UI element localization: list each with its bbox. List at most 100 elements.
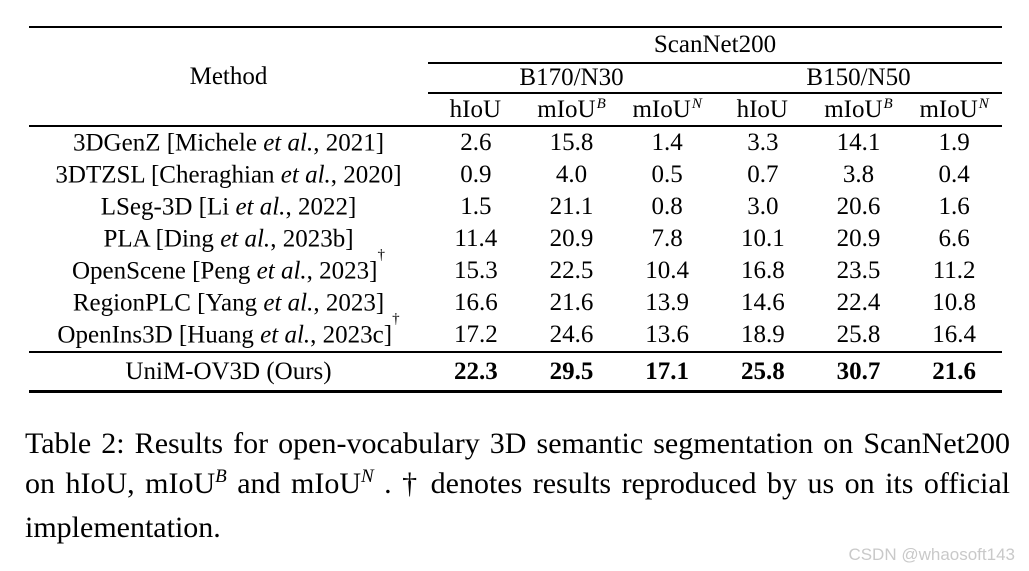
method-name: 3DGenZ [Michele <box>72 129 264 157</box>
etal-text: et al. <box>235 193 286 221</box>
metric-header-miou-novel-1: mIoUN <box>619 93 715 127</box>
metric-header-miou-novel-2: mIoUN <box>906 93 1002 127</box>
caption-superscript-b: B <box>215 466 227 487</box>
value-cell: 14.1 <box>836 129 881 156</box>
value-cell: 13.6 <box>645 321 690 348</box>
value-cell: 1.5 <box>460 193 492 220</box>
value-cell: 16.8 <box>740 257 785 284</box>
metric-superscript: B <box>883 95 893 112</box>
metric-label: hIoU <box>449 95 502 123</box>
method-cell: OpenScene [Peng et al., 2023]† <box>29 247 428 287</box>
citation-year: , 2023] <box>313 289 385 317</box>
method-name: OpenScene [Peng <box>72 257 257 285</box>
metric-label: hIoU <box>736 95 788 123</box>
metric-header-miou-base-1: mIoUB <box>523 93 620 127</box>
value-cell: 0.8 <box>651 193 683 220</box>
value-cell: 0.4 <box>938 161 970 188</box>
method-cell: PLA [Ding et al., 2023b] <box>29 223 428 255</box>
metric-header-hiou-2: hIoU <box>714 93 811 127</box>
value-cell: 30.7 <box>810 351 907 392</box>
value-cell: 20.6 <box>836 193 881 220</box>
table-row-regionplc: RegionPLC [Yang et al., 2023] 16.6 21.6 … <box>29 287 1002 319</box>
value-cell: 16.4 <box>932 321 977 348</box>
etal-text: et al. <box>280 161 331 189</box>
value-cell: 6.6 <box>938 225 970 252</box>
table-row-lseg3d: LSeg-3D [Li et al., 2022] 1.5 21.1 0.8 3… <box>29 191 1002 223</box>
value-cell: 1.6 <box>938 193 970 220</box>
value-cell: 3.8 <box>842 161 875 188</box>
value-cell: 15.3 <box>453 257 498 284</box>
value-cell: 25.8 <box>714 351 811 392</box>
value-cell: 21.6 <box>549 289 594 316</box>
value-cell: 1.4 <box>651 129 683 156</box>
partition-header-b150n50: B150/N50 <box>714 63 1002 94</box>
value-cell: 22.3 <box>428 351 524 392</box>
value-cell: 10.8 <box>932 289 977 316</box>
value-cell: 0.7 <box>747 161 779 188</box>
citation-year: , 2023c] <box>310 321 393 349</box>
table-row-openins3d: OpenIns3D [Huang et al., 2023c]† 17.2 24… <box>29 311 1002 352</box>
method-cell: OpenIns3D [Huang et al., 2023c]† <box>29 311 428 352</box>
method-cell: 3DGenZ [Michele et al., 2021] <box>29 126 428 159</box>
value-cell: 2.6 <box>460 129 492 156</box>
value-cell: 20.9 <box>549 225 594 252</box>
caption-text: Table 2: Results for open-vocabulary 3D … <box>25 427 1010 500</box>
citation-year: , 2021] <box>313 129 385 157</box>
method-cell: RegionPLC [Yang et al., 2023] <box>29 287 428 319</box>
dataset-header: ScanNet200 <box>428 27 1002 64</box>
method-name: OpenIns3D [Huang <box>57 321 261 349</box>
citation-year: , 2023b] <box>270 225 354 253</box>
method-cell-ours: UniM-OV3D (Ours) <box>29 351 429 392</box>
method-name: 3DTZSL [Cheraghian <box>55 161 281 189</box>
metric-superscript: B <box>596 95 606 112</box>
table-row-3dtzsl: 3DTZSL [Cheraghian et al., 2020] 0.9 4.0… <box>29 159 1002 191</box>
table-row-3dgenz: 3DGenZ [Michele et al., 2021] 2.6 15.8 1… <box>29 126 1002 159</box>
value-cell: 0.9 <box>460 161 492 188</box>
method-cell: LSeg-3D [Li et al., 2022] <box>29 191 428 223</box>
metric-label: mIoU <box>824 95 883 123</box>
dagger-mark: † <box>377 246 386 263</box>
value-cell: 15.8 <box>549 129 594 156</box>
method-cell: 3DTZSL [Cheraghian et al., 2020] <box>29 159 428 191</box>
table-row-pla: PLA [Ding et al., 2023b] 11.4 20.9 7.8 1… <box>29 223 1002 255</box>
partition-header-row: B170/N30 B150/N50 <box>29 63 1002 94</box>
value-cell: 24.6 <box>549 321 594 348</box>
value-cell: 10.1 <box>740 225 785 252</box>
value-cell: 17.1 <box>619 351 715 392</box>
dataset-header-row: Method ScanNet200 <box>29 27 1002 127</box>
value-cell: 18.9 <box>740 321 785 348</box>
metric-label: mIoU <box>537 95 596 123</box>
value-cell: 3.0 <box>747 193 779 220</box>
value-cell: 3.3 <box>747 129 779 156</box>
caption-text: . † denotes results repro­duced by us on… <box>25 467 1010 544</box>
etal-text: et al. <box>263 289 314 317</box>
method-name: PLA [Ding <box>103 225 221 253</box>
metric-header-row: hIoU mIoUB mIoUN hIoU mIoUB mIoUN <box>29 93 1002 127</box>
value-cell: 7.8 <box>651 225 683 252</box>
value-cell: 20.9 <box>836 225 881 252</box>
value-cell: 1.9 <box>938 129 970 156</box>
value-cell: 22.5 <box>549 257 594 284</box>
value-cell: 13.9 <box>645 289 690 316</box>
table-caption: Table 2: Results for open-vocabulary 3D … <box>25 424 1010 548</box>
dagger-mark: † <box>392 310 400 327</box>
value-cell: 16.6 <box>453 289 498 316</box>
value-cell: 29.5 <box>523 351 620 392</box>
metric-superscript: N <box>691 95 702 112</box>
table-row-ours: UniM-OV3D (Ours) 22.3 29.5 17.1 25.8 30.… <box>29 351 1002 392</box>
citation-year: , 2023] <box>306 257 378 285</box>
metric-header-miou-base-2: mIoUB <box>810 93 907 127</box>
value-cell: 4.0 <box>555 161 588 188</box>
citation-year: , 2022] <box>285 193 357 221</box>
partition-header-b170n30: B170/N30 <box>428 63 715 94</box>
value-cell: 10.4 <box>645 257 690 284</box>
value-cell: 21.6 <box>906 351 1002 392</box>
metric-header-hiou-1: hIoU <box>428 93 524 127</box>
results-table: Method ScanNet200 B170/N30 B150/N50 hIoU… <box>29 26 1002 393</box>
value-cell: 11.4 <box>454 225 498 252</box>
table-row-openscene: OpenScene [Peng et al., 2023]† 15.3 22.5… <box>29 247 1002 287</box>
etal-text: et al. <box>256 257 307 285</box>
value-cell: 22.4 <box>836 289 881 316</box>
method-name: RegionPLC [Yang <box>72 289 264 317</box>
csdn-watermark: CSDN @whaosoft143 <box>848 545 1015 564</box>
